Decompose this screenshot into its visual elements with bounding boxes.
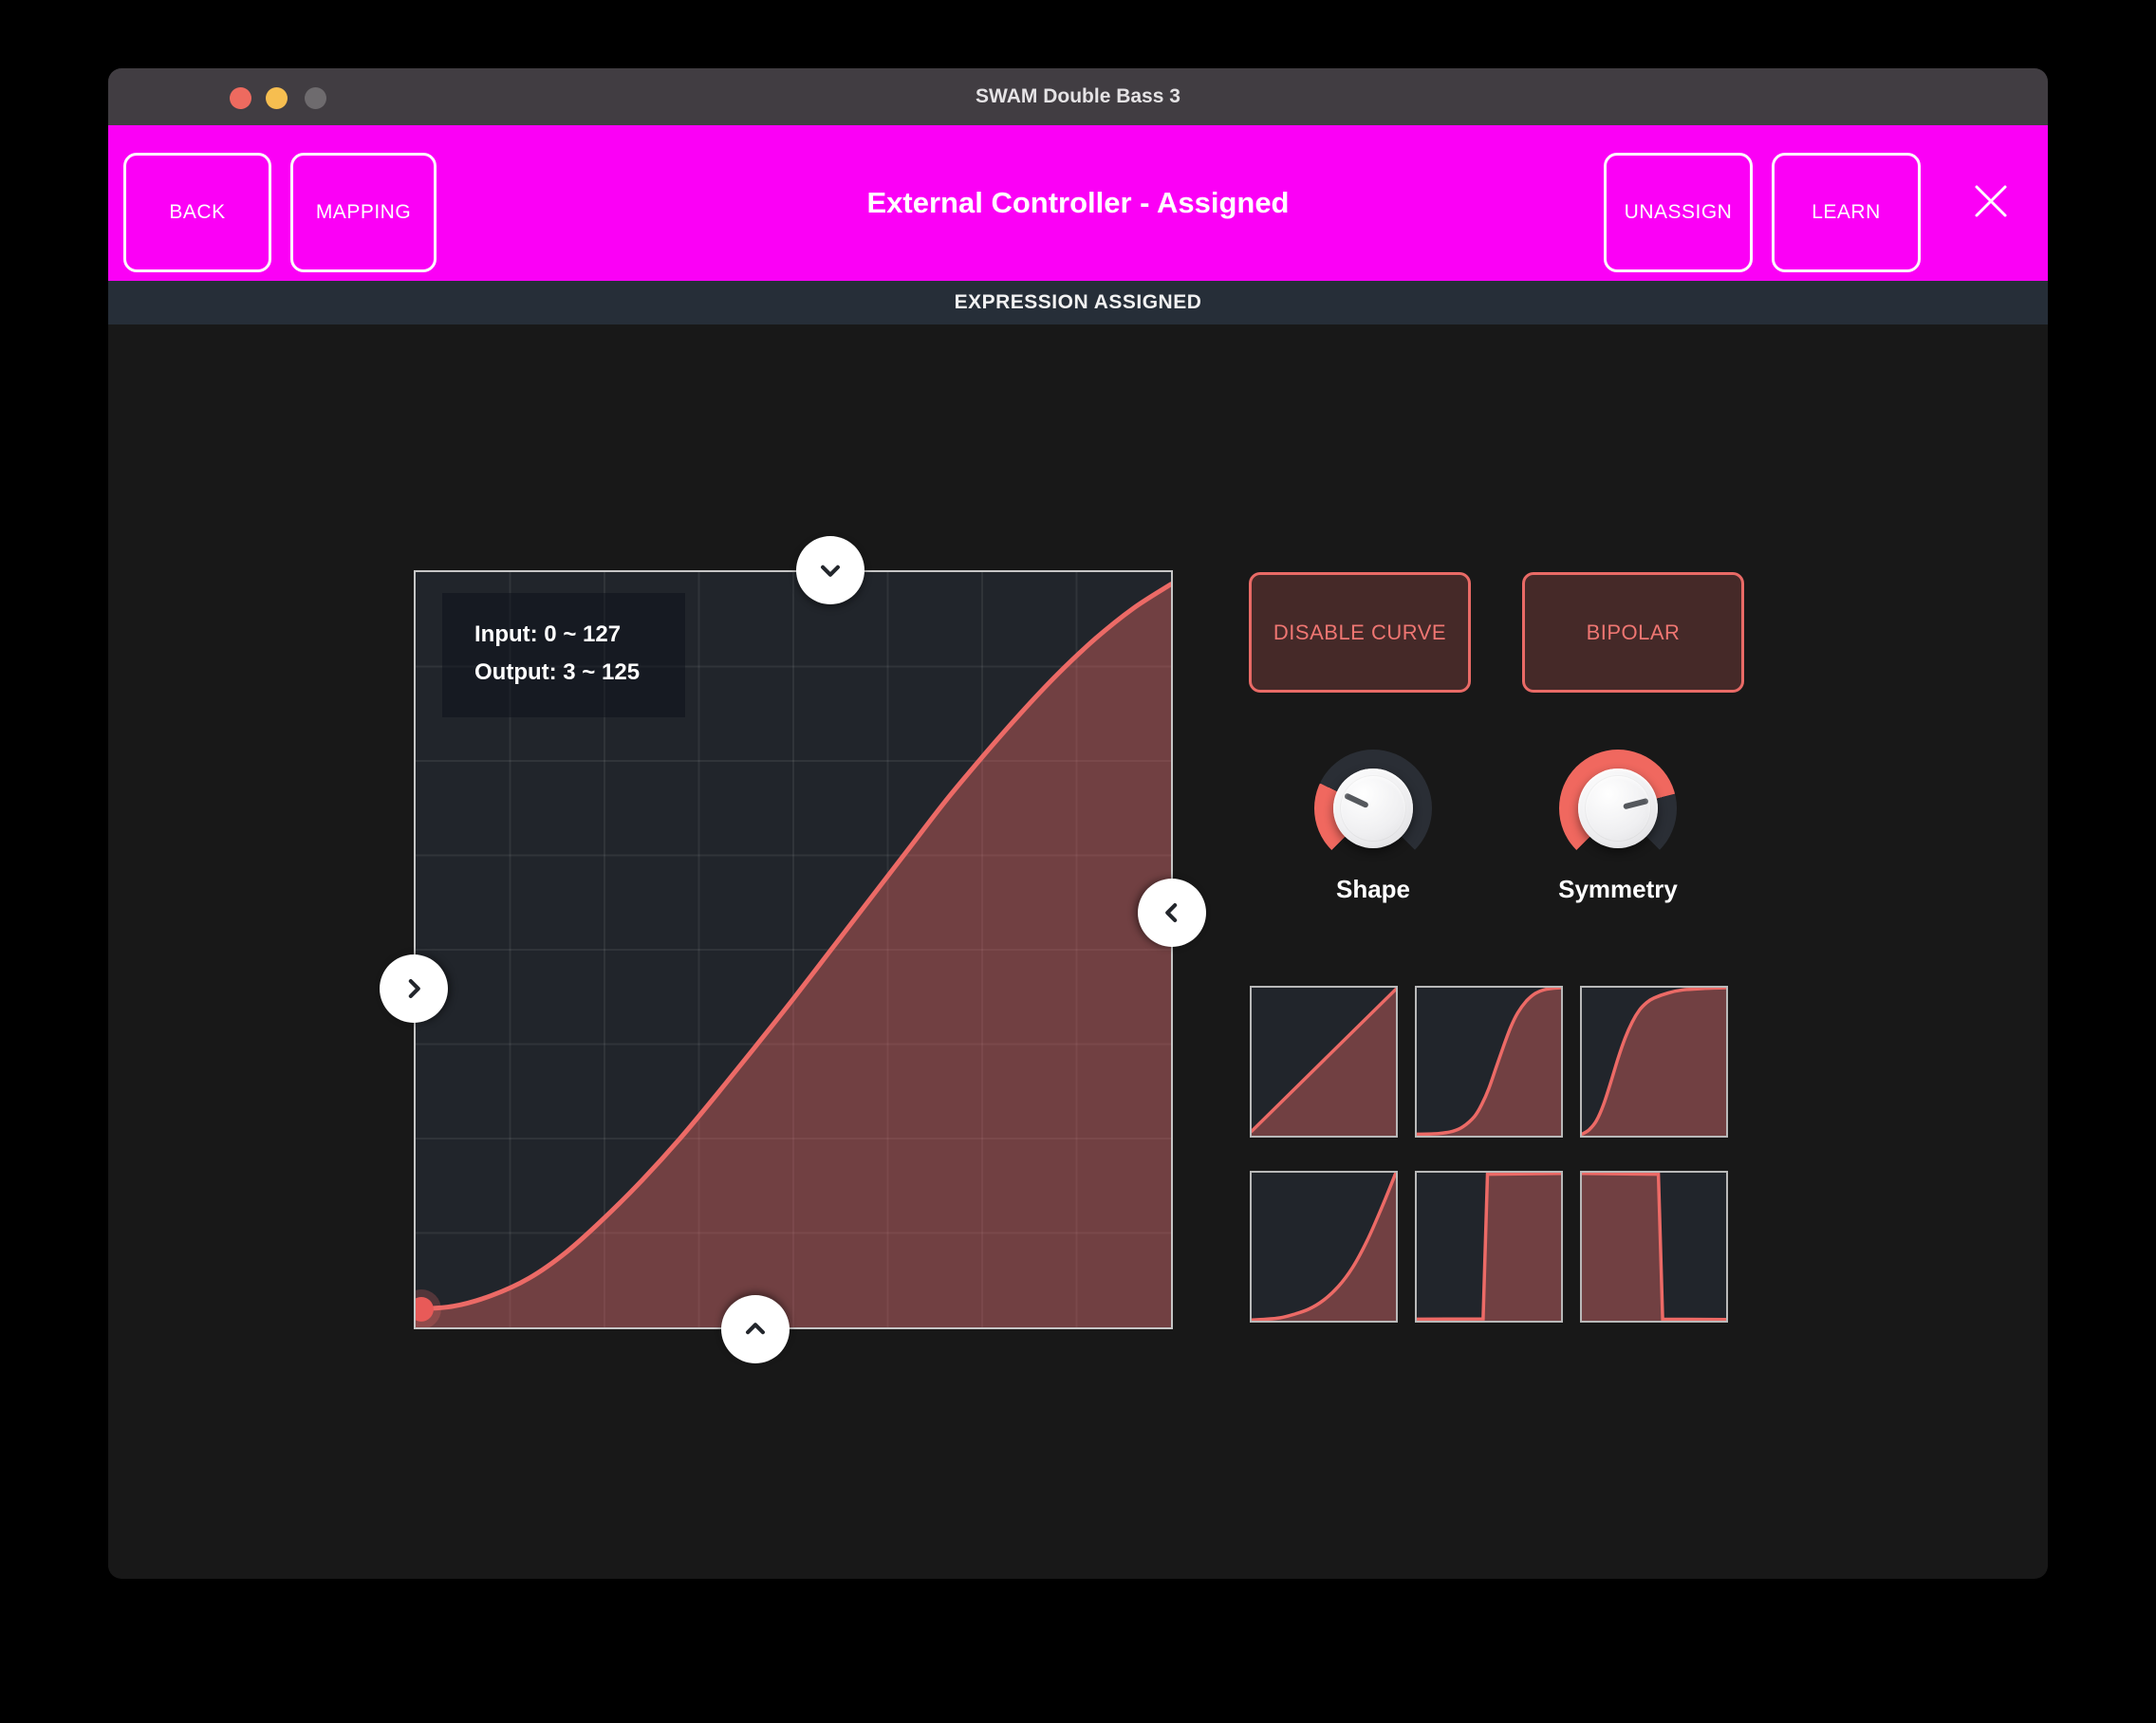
chevron-up-icon	[746, 1323, 765, 1335]
shape-knob[interactable]	[1314, 750, 1432, 867]
knob-pointer	[1623, 797, 1649, 810]
graph-handle-right[interactable]	[1138, 879, 1206, 947]
chevron-right-icon	[408, 979, 420, 998]
chevron-down-icon	[821, 565, 840, 577]
curve-preset-step-up[interactable]	[1415, 1171, 1563, 1323]
app-window: SWAM Double Bass 3 BACK MAPPING External…	[108, 68, 2048, 1579]
preset-saturating-s-icon	[1582, 988, 1726, 1136]
disable-curve-button[interactable]: DISABLE CURVE	[1249, 572, 1471, 693]
knob-body	[1578, 769, 1658, 848]
window-title: SWAM Double Bass 3	[976, 85, 1180, 107]
curve-editor-graph[interactable]: Input: 0 ~ 127 Output: 3 ~ 125	[414, 570, 1173, 1329]
curve-preset-step-down[interactable]	[1580, 1171, 1728, 1323]
close-icon	[1975, 185, 2007, 217]
preset-step-down-icon	[1582, 1173, 1726, 1321]
back-button[interactable]: BACK	[123, 153, 271, 272]
preset-s-curve-icon	[1417, 988, 1561, 1136]
output-range-label: Output: 3 ~ 125	[474, 659, 641, 685]
knob-body	[1333, 769, 1413, 848]
bipolar-button[interactable]: BIPOLAR	[1522, 572, 1744, 693]
graph-handle-left[interactable]	[380, 954, 448, 1023]
response-curve	[416, 572, 1171, 1327]
mapping-button[interactable]: MAPPING	[290, 153, 437, 272]
controller-header	[108, 125, 2048, 281]
close-panel-button[interactable]	[1965, 176, 2017, 227]
shape-knob-label: Shape	[1335, 875, 1411, 903]
curve-preset-linear[interactable]	[1250, 986, 1398, 1138]
titlebar[interactable]: SWAM Double Bass 3	[108, 68, 2048, 125]
range-info-panel: Input: 0 ~ 127 Output: 3 ~ 125	[442, 593, 685, 717]
curve-preset-s-curve[interactable]	[1415, 986, 1563, 1138]
symmetry-knob[interactable]	[1559, 750, 1677, 867]
zoom-window-button[interactable]	[305, 87, 326, 109]
status-label: EXPRESSION ASSIGNED	[954, 291, 1202, 313]
preset-linear-icon	[1252, 988, 1396, 1136]
unassign-button[interactable]: UNASSIGN	[1604, 153, 1753, 272]
symmetry-knob-label: Symmetry	[1558, 875, 1678, 903]
status-bar: EXPRESSION ASSIGNED	[108, 281, 2048, 324]
chevron-left-icon	[1165, 903, 1178, 922]
close-window-button[interactable]	[230, 87, 251, 109]
graph-handle-top[interactable]	[796, 536, 864, 604]
graph-handle-bottom[interactable]	[721, 1295, 790, 1363]
preset-exponential-icon	[1252, 1173, 1396, 1321]
minimize-window-button[interactable]	[266, 87, 288, 109]
curve-preset-saturating-s[interactable]	[1580, 986, 1728, 1138]
preset-step-up-icon	[1417, 1173, 1561, 1321]
curve-preset-exponential[interactable]	[1250, 1171, 1398, 1323]
learn-button[interactable]: LEARN	[1772, 153, 1921, 272]
input-range-label: Input: 0 ~ 127	[474, 621, 622, 647]
knob-pointer	[1343, 792, 1369, 809]
